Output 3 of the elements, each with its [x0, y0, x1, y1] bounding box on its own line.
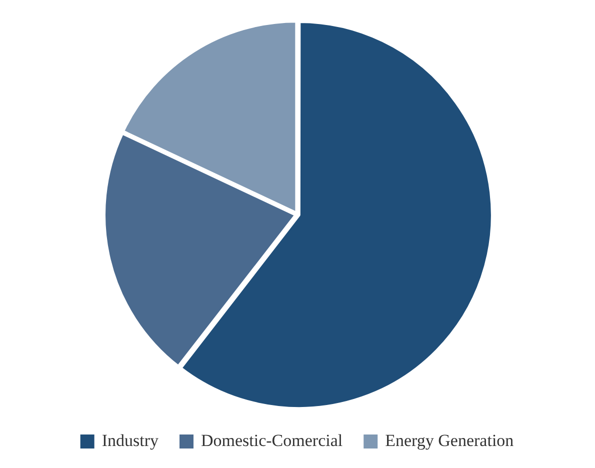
legend-label: Energy Generation: [385, 430, 514, 450]
legend-label: Industry: [102, 430, 159, 450]
legend-label: Domestic-Comercial: [200, 430, 343, 450]
